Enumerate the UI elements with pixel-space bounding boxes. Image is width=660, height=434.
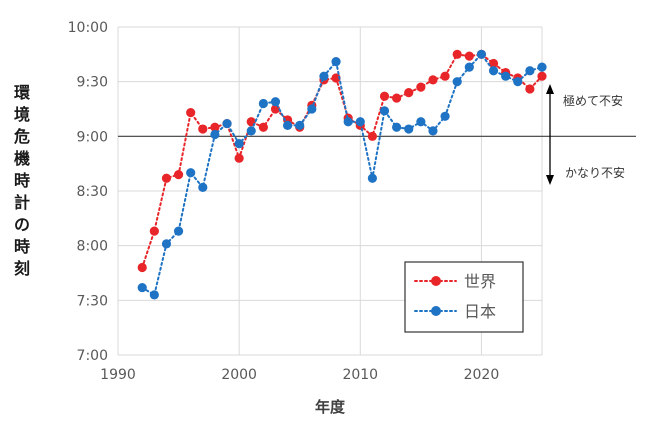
annotation-upper: 極めて不安 xyxy=(563,93,623,108)
legend-label: 世界 xyxy=(464,272,496,291)
y-tick-label: 7:30 xyxy=(77,293,108,309)
data-point-japan xyxy=(379,106,390,116)
series-line-world xyxy=(141,53,543,269)
data-point-world xyxy=(428,75,438,85)
data-point-japan xyxy=(307,104,317,114)
data-point-japan xyxy=(270,97,281,107)
data-point-world xyxy=(137,262,147,273)
x-tick-label: 2020 xyxy=(464,367,500,383)
data-point-japan xyxy=(464,62,474,72)
data-point-world xyxy=(173,170,184,180)
x-tick-label: 2000 xyxy=(221,367,257,383)
x-axis-label: 年度 xyxy=(315,398,346,416)
data-point-japan xyxy=(161,239,172,249)
data-point-world xyxy=(452,49,462,59)
data-point-japan xyxy=(210,129,220,140)
data-point-japan xyxy=(367,173,377,183)
grid-layer xyxy=(117,26,636,356)
data-point-world xyxy=(367,131,377,141)
data-point-japan xyxy=(488,66,499,76)
data-point-world xyxy=(464,51,474,61)
y-tick-label: 8:00 xyxy=(77,239,108,255)
data-point-japan xyxy=(501,71,511,81)
legend-label: 日本 xyxy=(464,302,496,321)
data-point-japan xyxy=(222,118,232,129)
data-point-japan xyxy=(525,66,535,76)
legend-box xyxy=(404,261,524,333)
series-line-japan xyxy=(141,52,543,297)
data-point-japan xyxy=(186,168,196,178)
data-point-japan xyxy=(416,117,426,127)
x-tick-label: 1990 xyxy=(100,367,136,383)
y-tick-label: 7:00 xyxy=(77,348,108,364)
data-point-world xyxy=(258,122,268,132)
data-point-japan xyxy=(246,126,256,136)
data-point-world xyxy=(537,71,547,81)
data-point-world xyxy=(379,91,390,101)
y-axis-label: 環境危機時計の時刻 xyxy=(14,83,31,278)
legend-swatch-marker xyxy=(431,276,441,286)
y-tick-label: 9:30 xyxy=(77,75,108,91)
data-point-world xyxy=(525,84,535,94)
data-point-world xyxy=(149,226,159,236)
data-point-japan xyxy=(537,62,547,72)
data-point-world xyxy=(392,93,402,103)
data-point-world xyxy=(416,82,426,92)
data-point-japan xyxy=(428,126,438,136)
series-layer xyxy=(137,49,547,300)
data-point-japan xyxy=(149,290,159,300)
x-tick-label: 2010 xyxy=(342,367,378,383)
data-point-japan xyxy=(234,139,244,149)
data-point-world xyxy=(198,124,208,134)
data-point-japan xyxy=(319,71,329,81)
data-point-world xyxy=(186,108,196,118)
data-point-japan xyxy=(452,77,462,87)
y-tick-label: 10:00 xyxy=(68,20,108,36)
data-point-japan xyxy=(331,57,341,67)
data-point-japan xyxy=(258,98,268,109)
data-point-japan xyxy=(404,124,414,134)
legend-swatch-marker xyxy=(431,306,441,316)
data-point-japan xyxy=(476,49,487,59)
data-point-japan xyxy=(355,117,365,127)
data-point-japan xyxy=(137,282,147,293)
data-point-japan xyxy=(392,122,402,132)
y-tick-label: 9:00 xyxy=(77,129,108,145)
data-point-world xyxy=(404,88,414,98)
data-point-world xyxy=(488,58,499,69)
data-point-world xyxy=(234,153,244,163)
data-point-world xyxy=(440,71,450,81)
annotation-lower: かなり不安 xyxy=(565,165,625,180)
arrow-up-icon xyxy=(546,84,554,94)
data-point-japan xyxy=(295,120,305,130)
data-point-world xyxy=(210,122,220,132)
arrow-down-icon xyxy=(546,175,554,185)
data-point-japan xyxy=(173,226,184,236)
data-point-japan xyxy=(440,111,450,121)
data-point-world xyxy=(161,173,172,183)
data-point-japan xyxy=(343,117,353,127)
data-point-japan xyxy=(198,182,208,192)
y-tick-label: 8:30 xyxy=(77,184,108,200)
axis-layer: 7:00 7:30 8:00 8:30 9:00 9:30 10:00 1990 2000 201… xyxy=(14,20,499,416)
data-point-world xyxy=(331,73,341,83)
data-point-japan xyxy=(513,77,523,87)
data-point-japan xyxy=(283,120,293,130)
